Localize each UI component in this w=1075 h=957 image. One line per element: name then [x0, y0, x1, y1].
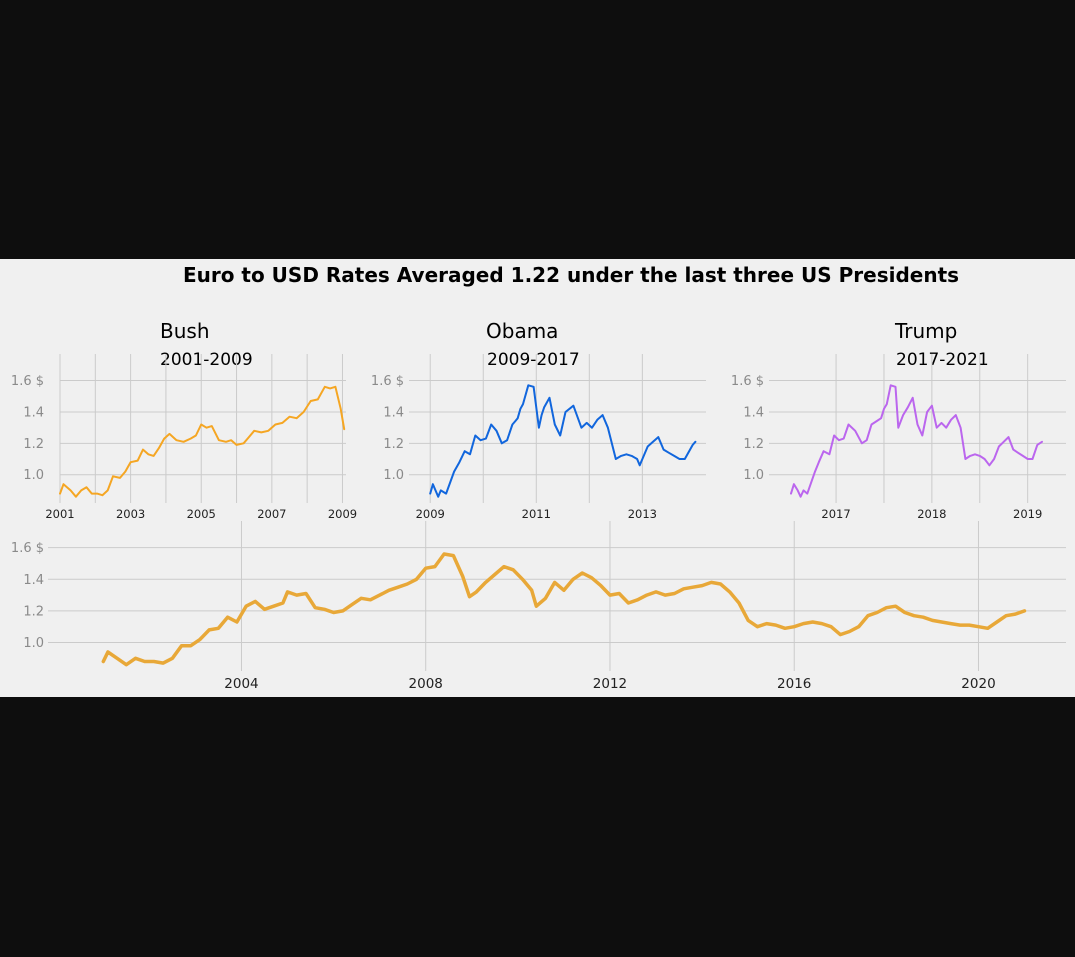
obama-ytick-label: 1.0 [383, 468, 404, 483]
bush-xtick-label: 2007 [257, 507, 286, 521]
bush-ytick-label: 1.0 [23, 468, 44, 483]
trump-xtick-label: 2019 [1013, 507, 1042, 521]
trump-ytick-label: 1.2 [743, 437, 764, 452]
trump-ytick-label: 1.6 $ [731, 374, 764, 389]
trump-series-line [790, 384, 1043, 498]
overall-ytick-label: 1.0 [23, 636, 44, 651]
overall-ytick-label: 1.4 [23, 573, 44, 588]
overall-panel: 1.0 1.2 1.4 1.6 $ 2004 2008 2012 2016 2020 [11, 521, 1066, 692]
obama-ytick-label: 1.6 $ [371, 374, 404, 389]
figure-title: Euro to USD Rates Averaged 1.22 under th… [183, 263, 959, 287]
bush-panel: 1.0 1.2 1.4 1.6 $ 2001 2003 2005 2007 2009 [11, 354, 357, 521]
bush-ytick-label: 1.2 [23, 437, 44, 452]
bush-xtick-label: 2001 [45, 507, 74, 521]
obama-xtick-label: 2011 [522, 507, 551, 521]
trump-panel: 1.0 1.2 1.4 1.6 $ 2017 2018 2019 [731, 354, 1066, 521]
trump-ytick-label: 1.0 [743, 468, 764, 483]
bush-title: Bush [160, 319, 210, 343]
trump-subtitle: 2017-2021 [896, 350, 989, 370]
bush-xtick-label: 2005 [187, 507, 216, 521]
obama-subtitle: 2009-2017 [487, 350, 580, 370]
overall-xtick-label: 2020 [961, 676, 995, 692]
trump-xtick-label: 2018 [917, 507, 946, 521]
obama-ytick-label: 1.2 [383, 437, 404, 452]
chart-canvas: Euro to USD Rates Averaged 1.22 under th… [11, 263, 1066, 692]
obama-title: Obama [486, 319, 558, 343]
bush-ytick-label: 1.6 $ [11, 374, 44, 389]
overall-xtick-label: 2004 [224, 676, 258, 692]
overall-xtick-label: 2016 [777, 676, 811, 692]
overall-series-line [101, 552, 1027, 667]
obama-ytick-label: 1.4 [383, 405, 404, 420]
overall-ytick-label: 1.2 [23, 604, 44, 619]
trump-title: Trump [894, 319, 957, 343]
bush-subtitle: 2001-2009 [160, 350, 253, 370]
overall-ytick-label: 1.6 $ [11, 541, 44, 556]
bush-xtick-label: 2003 [116, 507, 145, 521]
bush-series-line [59, 385, 346, 498]
overall-xtick-label: 2012 [593, 676, 627, 692]
obama-xtick-label: 2013 [628, 507, 657, 521]
trump-ytick-label: 1.4 [743, 405, 764, 420]
overall-xtick-label: 2008 [409, 676, 443, 692]
trump-xtick-label: 2017 [821, 507, 850, 521]
obama-panel: 1.0 1.2 1.4 1.6 $ 2009 2011 2013 [371, 354, 706, 521]
bush-ytick-label: 1.4 [23, 405, 44, 420]
obama-series-line [429, 384, 697, 498]
bush-xtick-label: 2009 [328, 507, 357, 521]
obama-xtick-label: 2009 [416, 507, 445, 521]
chart-figure: Euro to USD Rates Averaged 1.22 under th… [0, 259, 1075, 697]
